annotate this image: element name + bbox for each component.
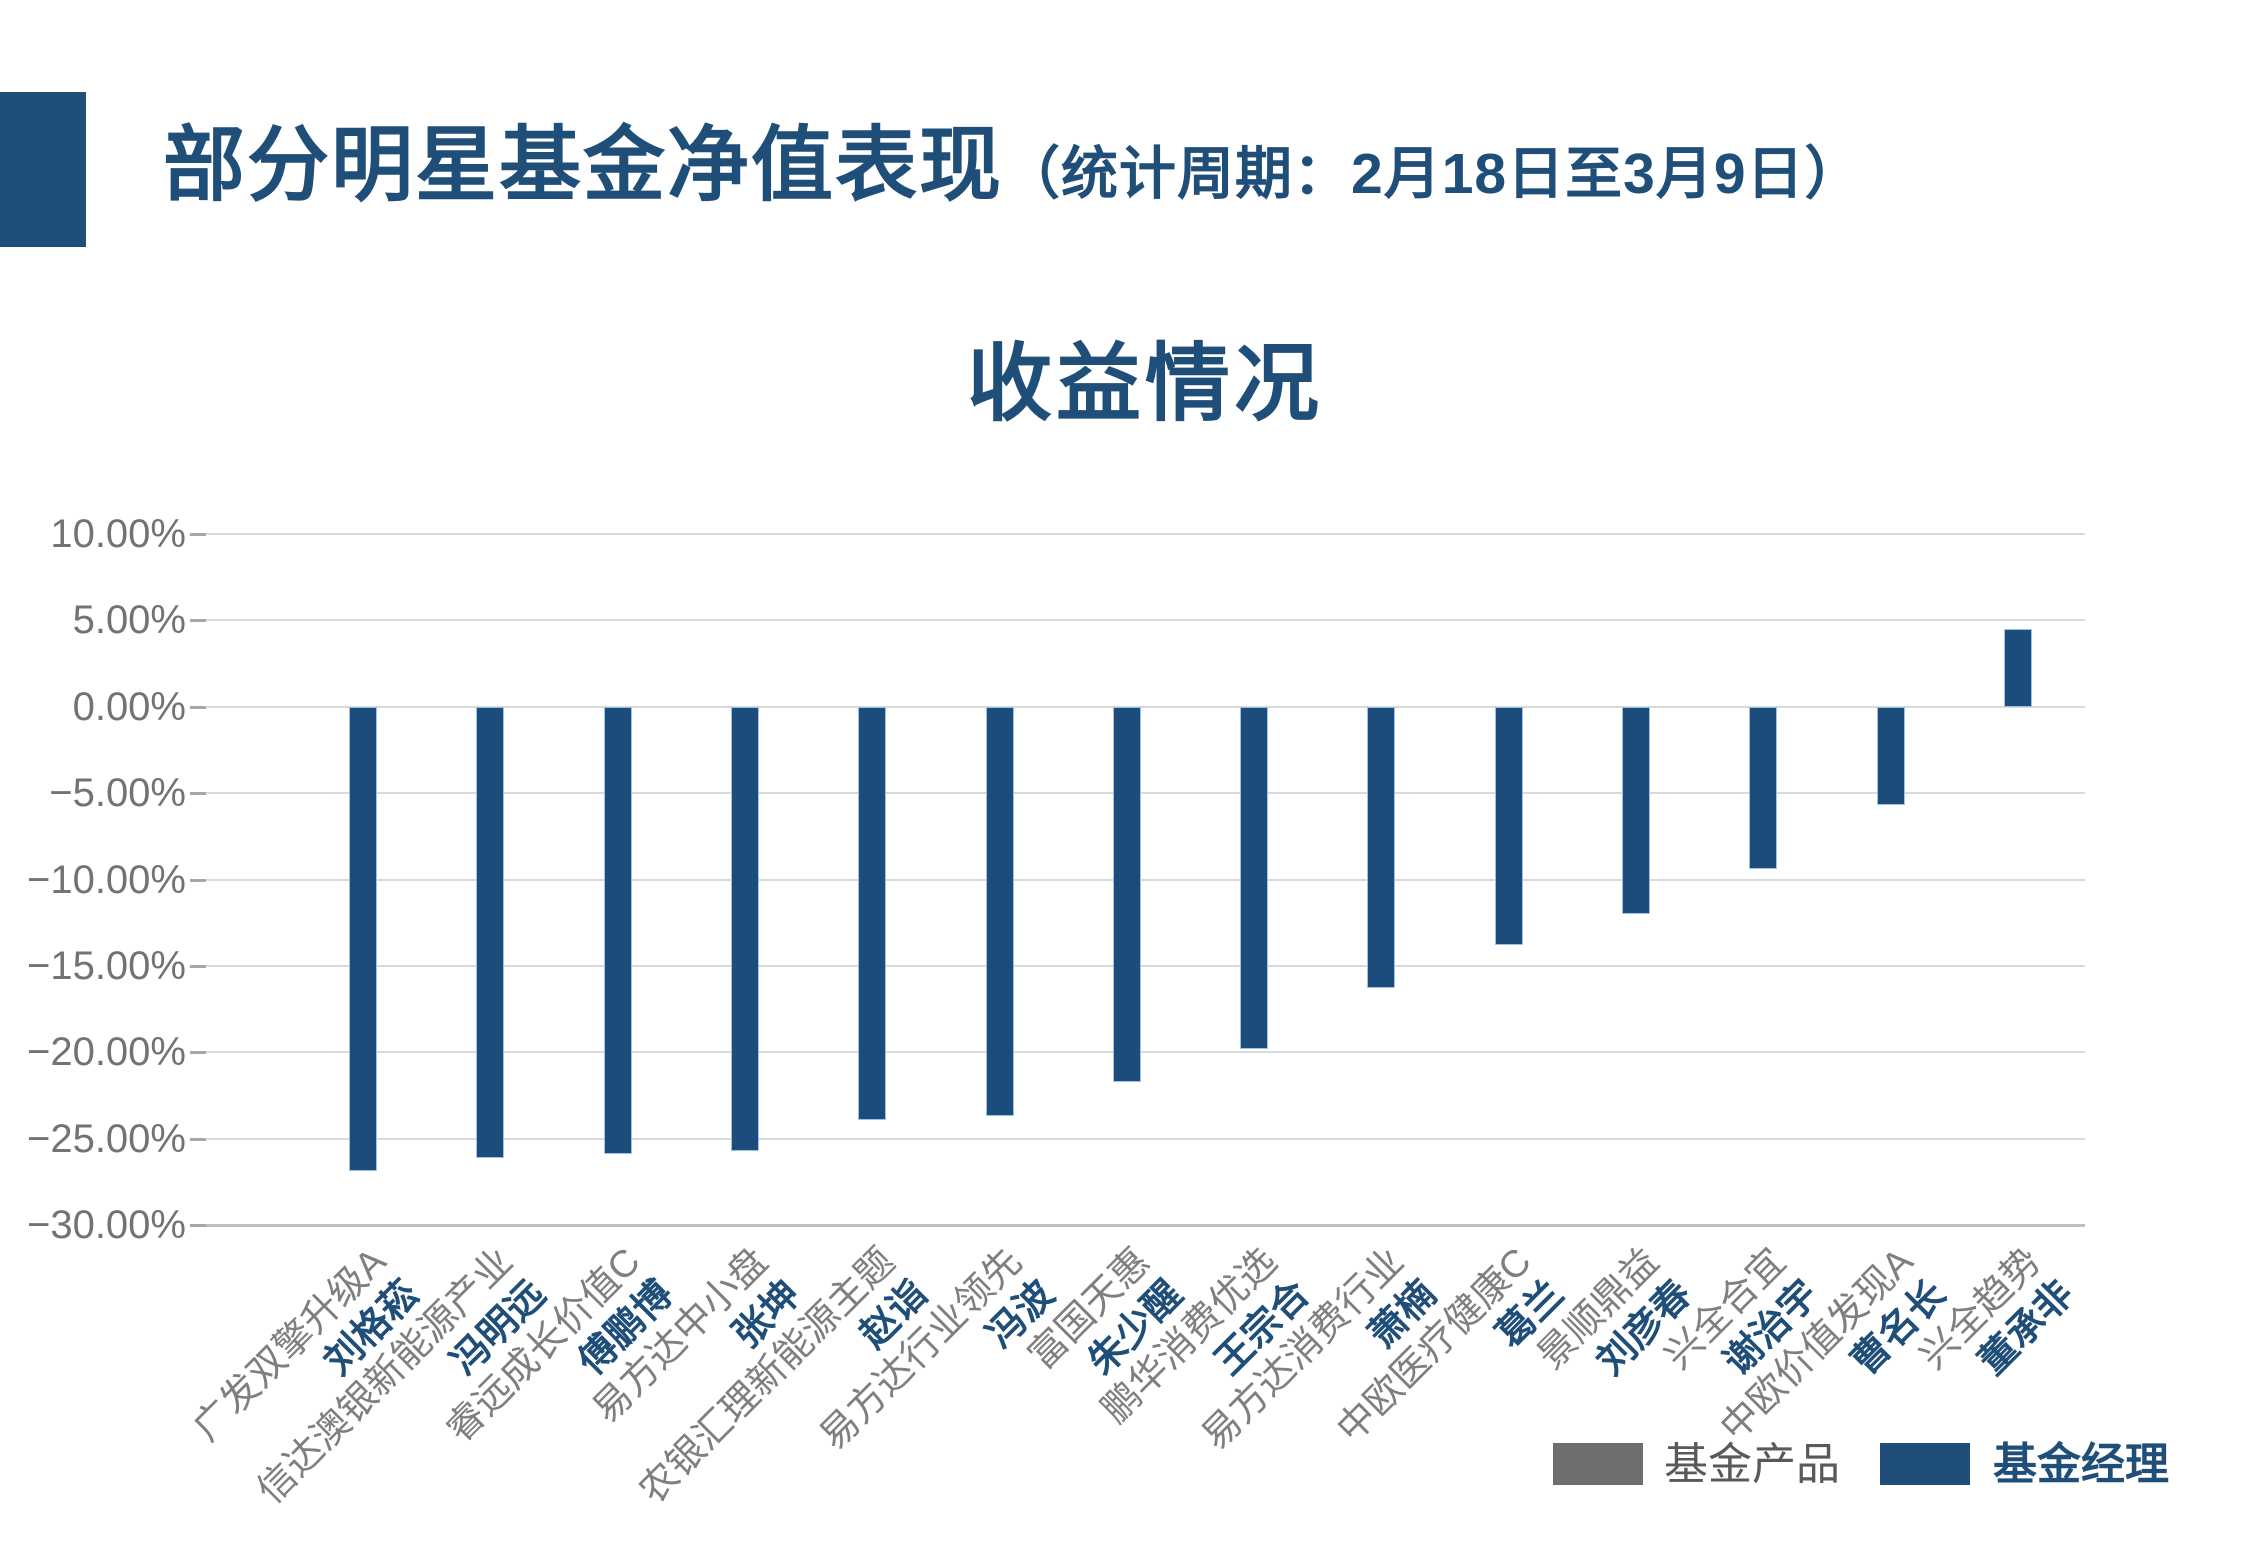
gridline: [205, 1051, 2085, 1054]
bar: [1494, 706, 1523, 946]
y-tick-label: −15.00%: [26, 943, 186, 988]
page-title: 部分明星基金净值表现: [163, 120, 1004, 211]
chart-title: 收益情况: [966, 337, 1323, 432]
bar: [1622, 706, 1650, 915]
bar: [476, 706, 505, 1158]
bar: [1876, 706, 1905, 806]
gridline: [205, 964, 2085, 967]
bar: [730, 706, 759, 1151]
y-tick-label: −20.00%: [26, 1030, 186, 1075]
gridline: [205, 1137, 2085, 1140]
legend-swatch-fund-manager: [1880, 1443, 1970, 1485]
bar: [1367, 706, 1396, 989]
gridline: [205, 533, 2085, 535]
y-axis-tick: [190, 619, 206, 623]
bar: [1749, 706, 1778, 870]
gridline: [205, 619, 2085, 622]
y-axis-tick: [190, 1051, 206, 1055]
gridline: [205, 878, 2085, 881]
legend-label-fund-product: 基金产品: [1664, 1440, 1840, 1489]
y-tick-label: −30.00%: [26, 1203, 186, 1247]
y-axis-tick: [190, 1137, 206, 1141]
y-tick-label: 10.00%: [50, 512, 186, 556]
y-tick-label: 5.00%: [72, 598, 186, 643]
bar: [985, 706, 1014, 1117]
bar: [1112, 706, 1141, 1082]
y-axis-tick: [190, 1224, 206, 1227]
y-tick-label: 0.00%: [72, 684, 186, 729]
y-axis-tick: [190, 705, 206, 709]
x-axis-line: [205, 1224, 2085, 1227]
bar: [2003, 629, 2032, 707]
page-title-period: （统计周期：2月18日至3月9日）: [1003, 142, 1863, 206]
title-accent-bar: [0, 92, 86, 247]
legend-swatch-fund-product: [1553, 1443, 1643, 1485]
bar: [349, 706, 377, 1172]
bar: [1240, 706, 1269, 1049]
y-axis-tick: [190, 964, 206, 968]
page-header: 部分明星基金净值表现（统计周期：2月18日至3月9日）: [163, 98, 2163, 217]
x-label-text: 兴全趋势 董承非: [1910, 1239, 2083, 1412]
y-axis-tick: [190, 792, 206, 796]
bar: [858, 706, 887, 1120]
y-tick-label: −25.00%: [26, 1116, 186, 1161]
legend-label-fund-manager: 基金经理: [1993, 1440, 2169, 1489]
y-axis-tick: [190, 533, 206, 536]
y-tick-label: −10.00%: [26, 857, 186, 902]
y-axis-tick: [190, 878, 206, 882]
gridline: [205, 792, 2085, 795]
gridline: [205, 705, 2085, 708]
bar: [603, 706, 632, 1155]
y-tick-label: −5.00%: [49, 771, 186, 816]
